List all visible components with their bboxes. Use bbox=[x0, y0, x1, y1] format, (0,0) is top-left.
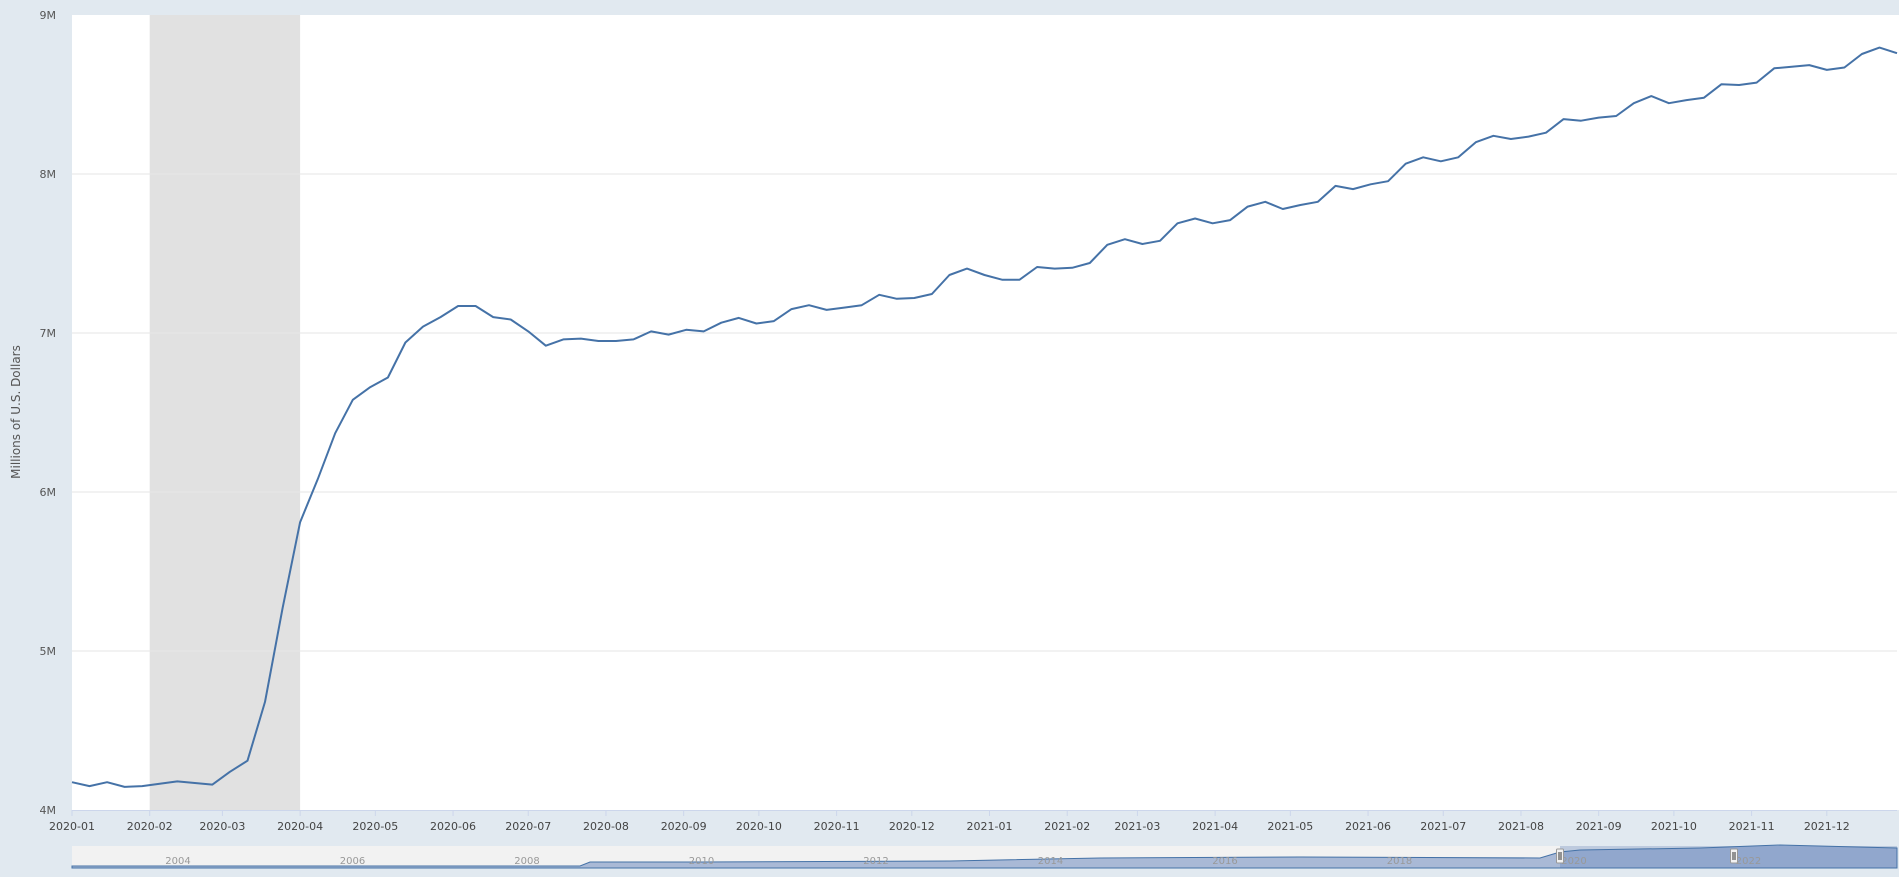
navigator-year-label: 2016 bbox=[1212, 856, 1237, 867]
navigator-year-label: 2014 bbox=[1038, 856, 1063, 867]
x-tick-label: 2020-12 bbox=[889, 820, 935, 833]
navigator[interactable]: 2004 2006 2008 2010 2012 2014 2016 2018 2020 2022 bbox=[71, 844, 1898, 869]
recession-shading bbox=[149, 15, 301, 810]
y-tick-label: 9M bbox=[40, 9, 57, 22]
x-axis-tick-labels: 2020-01 2020-02 2020-03 2020-04 2020-05 2020-… bbox=[49, 810, 1850, 833]
x-tick-label: 2020-11 bbox=[814, 820, 860, 833]
navigator-year-label: 2006 bbox=[340, 856, 365, 867]
y-tick-label: 7M bbox=[40, 327, 57, 340]
x-tick-label: 2021-10 bbox=[1651, 820, 1697, 833]
gridlines bbox=[72, 173, 1897, 811]
navigator-year-label: 2008 bbox=[514, 856, 539, 867]
x-tick-label: 2020-08 bbox=[583, 820, 629, 833]
x-tick-label: 2021-04 bbox=[1192, 820, 1238, 833]
series-line bbox=[71, 46, 1898, 788]
series-line-group bbox=[71, 46, 1898, 788]
y-tick-label: 6M bbox=[40, 486, 57, 499]
x-tick-label: 2020-09 bbox=[661, 820, 707, 833]
y-axis-tick-labels: 4M 5M 6M 7M 8M 9M bbox=[40, 9, 57, 817]
navigator-series-area bbox=[71, 844, 1898, 869]
plot-background bbox=[72, 15, 1899, 810]
x-tick-label: 2020-04 bbox=[277, 820, 323, 833]
x-tick-label: 2020-05 bbox=[352, 820, 398, 833]
y-tick-label: 8M bbox=[40, 168, 57, 181]
y-tick-label: 5M bbox=[40, 645, 57, 658]
recession-shading-group bbox=[149, 15, 301, 810]
x-tick-label: 2021-07 bbox=[1420, 820, 1466, 833]
y-tick-label: 4M bbox=[40, 804, 57, 817]
x-tick-label: 2021-08 bbox=[1498, 820, 1544, 833]
x-tick-label: 2020-01 bbox=[49, 820, 95, 833]
x-tick-label: 2020-07 bbox=[505, 820, 551, 833]
navigator-year-label: 2012 bbox=[863, 856, 888, 867]
navigator-year-label: 2010 bbox=[689, 856, 714, 867]
x-tick-label: 2021-02 bbox=[1044, 820, 1090, 833]
navigator-year-label: 2018 bbox=[1387, 856, 1412, 867]
x-tick-label: 2021-03 bbox=[1114, 820, 1160, 833]
navigator-right-handle[interactable] bbox=[1730, 848, 1738, 864]
x-tick-label: 2020-03 bbox=[199, 820, 245, 833]
navigator-left-handle[interactable] bbox=[1556, 848, 1564, 864]
navigator-year-label: 2020 bbox=[1561, 856, 1586, 867]
navigator-year-label: 2004 bbox=[165, 856, 190, 867]
navigator-year-label: 2022 bbox=[1736, 856, 1761, 867]
x-tick-label: 2021-06 bbox=[1345, 820, 1391, 833]
x-tick-label: 2020-02 bbox=[127, 820, 173, 833]
y-axis-label: Millions of U.S. Dollars bbox=[9, 345, 23, 479]
x-tick-label: 2021-09 bbox=[1576, 820, 1622, 833]
x-tick-label: 2021-01 bbox=[967, 820, 1013, 833]
x-tick-label: 2021-12 bbox=[1804, 820, 1850, 833]
x-tick-label: 2021-05 bbox=[1267, 820, 1313, 833]
x-tick-label: 2020-06 bbox=[430, 820, 476, 833]
x-tick-label: 2021-11 bbox=[1729, 820, 1775, 833]
x-tick-label: 2020-10 bbox=[736, 820, 782, 833]
